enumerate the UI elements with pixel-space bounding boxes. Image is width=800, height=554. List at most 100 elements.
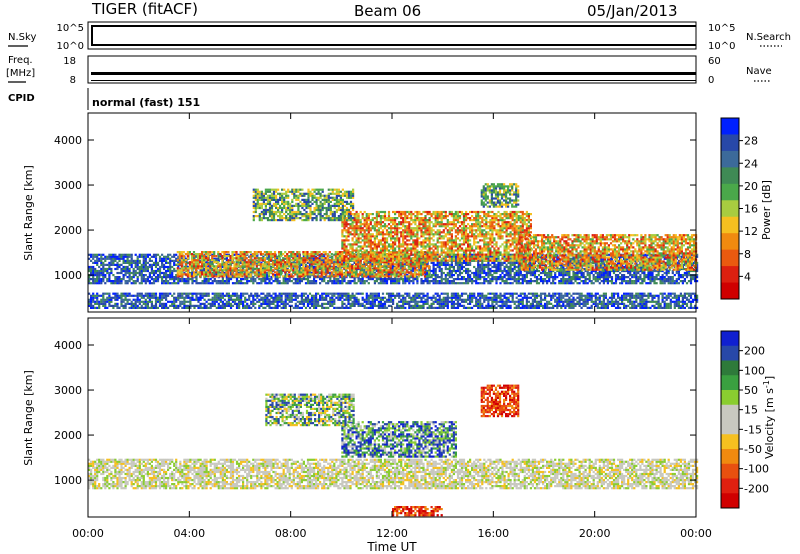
power-cell: [239, 251, 242, 254]
power-cell: [379, 217, 382, 220]
power-cell: [428, 269, 431, 273]
power-cell: [359, 241, 362, 244]
power-cell: [677, 276, 680, 279]
power-cell: [353, 278, 356, 281]
power-cell: [467, 276, 470, 279]
power-cell: [452, 278, 455, 281]
power-cell: [396, 280, 399, 283]
power-cell: [203, 273, 206, 276]
power-cell: [696, 269, 699, 273]
power-cell: [594, 261, 597, 264]
power-cell: [211, 261, 214, 264]
power-cell: [282, 269, 285, 272]
power-cell: [237, 257, 240, 260]
power-cell: [363, 253, 366, 256]
power-cell: [477, 265, 480, 269]
power-cell: [458, 278, 462, 281]
power-cell: [375, 257, 378, 260]
power-cell: [507, 267, 510, 271]
power-cell: [462, 282, 466, 285]
power-cell: [369, 257, 372, 260]
power-cell: [367, 251, 370, 254]
power-cell: [428, 275, 431, 278]
power-cell: [387, 257, 391, 260]
power-cell: [381, 261, 384, 264]
power-cell: [219, 280, 222, 283]
power-cell: [614, 274, 618, 277]
power-cell: [353, 257, 356, 260]
power-cell: [338, 265, 341, 268]
power-cell: [142, 280, 145, 283]
power-cell: [673, 274, 676, 277]
power-cell: [568, 278, 571, 281]
power-cell: [631, 269, 634, 273]
power-cell: [495, 267, 498, 271]
power-cell: [391, 261, 394, 264]
power-cell: [132, 269, 135, 273]
power-cell: [192, 271, 196, 274]
power-cell: [180, 275, 183, 278]
power-cell: [333, 253, 336, 256]
power-cell: [556, 276, 559, 279]
power-cell: [235, 255, 238, 258]
power-cell: [188, 275, 191, 278]
power-cell: [190, 255, 194, 258]
power-cell: [629, 269, 632, 273]
power-cell: [475, 269, 478, 273]
power-cell: [598, 276, 601, 279]
power-cell: [286, 263, 289, 266]
power-cell: [357, 278, 360, 281]
power-cell: [152, 269, 156, 273]
power-cell: [379, 239, 382, 242]
power-cell: [349, 243, 352, 246]
power-cell: [341, 231, 344, 234]
power-cell: [154, 261, 158, 264]
power-cell: [122, 259, 125, 262]
power-cell: [371, 274, 374, 277]
power-cell: [130, 265, 133, 269]
power-cell: [353, 273, 356, 276]
power-cell: [126, 257, 129, 260]
power-cell: [321, 259, 324, 262]
power-cell: [194, 263, 198, 266]
power-cell: [600, 280, 603, 283]
power-cell: [308, 261, 311, 264]
power-cell: [425, 261, 429, 264]
power-cell: [385, 237, 389, 240]
power-cell: [310, 273, 313, 276]
power-cell: [334, 263, 337, 266]
power-cell: [509, 263, 512, 266]
power-cell: [194, 253, 198, 256]
power-cell: [483, 276, 486, 279]
power-cell: [481, 261, 484, 264]
power-cell: [373, 263, 376, 266]
power-cell: [98, 276, 101, 279]
power-cell: [102, 269, 105, 273]
power-cell: [114, 276, 117, 279]
power-cell: [132, 282, 135, 285]
power-cell: [367, 245, 370, 248]
power-cell: [267, 265, 271, 268]
power-cell: [351, 257, 354, 260]
power-cell: [343, 255, 346, 258]
power-cell: [298, 265, 301, 269]
power-cell: [390, 217, 393, 220]
power-cell: [88, 282, 91, 285]
power-cell: [359, 282, 362, 285]
power-cell: [436, 282, 439, 285]
power-cell: [332, 271, 335, 274]
power-cell: [683, 274, 686, 277]
power-cell: [237, 269, 240, 272]
power-cell: [255, 269, 258, 272]
power-cell: [560, 263, 563, 266]
power-cell: [420, 265, 423, 269]
power-cell: [134, 271, 137, 275]
power-cell: [171, 271, 174, 275]
power-cell: [387, 263, 391, 266]
power-cell: [253, 257, 256, 260]
power-cell: [357, 217, 360, 220]
power-cell: [235, 280, 239, 283]
power-cell: [408, 280, 411, 283]
power-cell: [509, 265, 512, 269]
power-cell: [343, 217, 346, 220]
